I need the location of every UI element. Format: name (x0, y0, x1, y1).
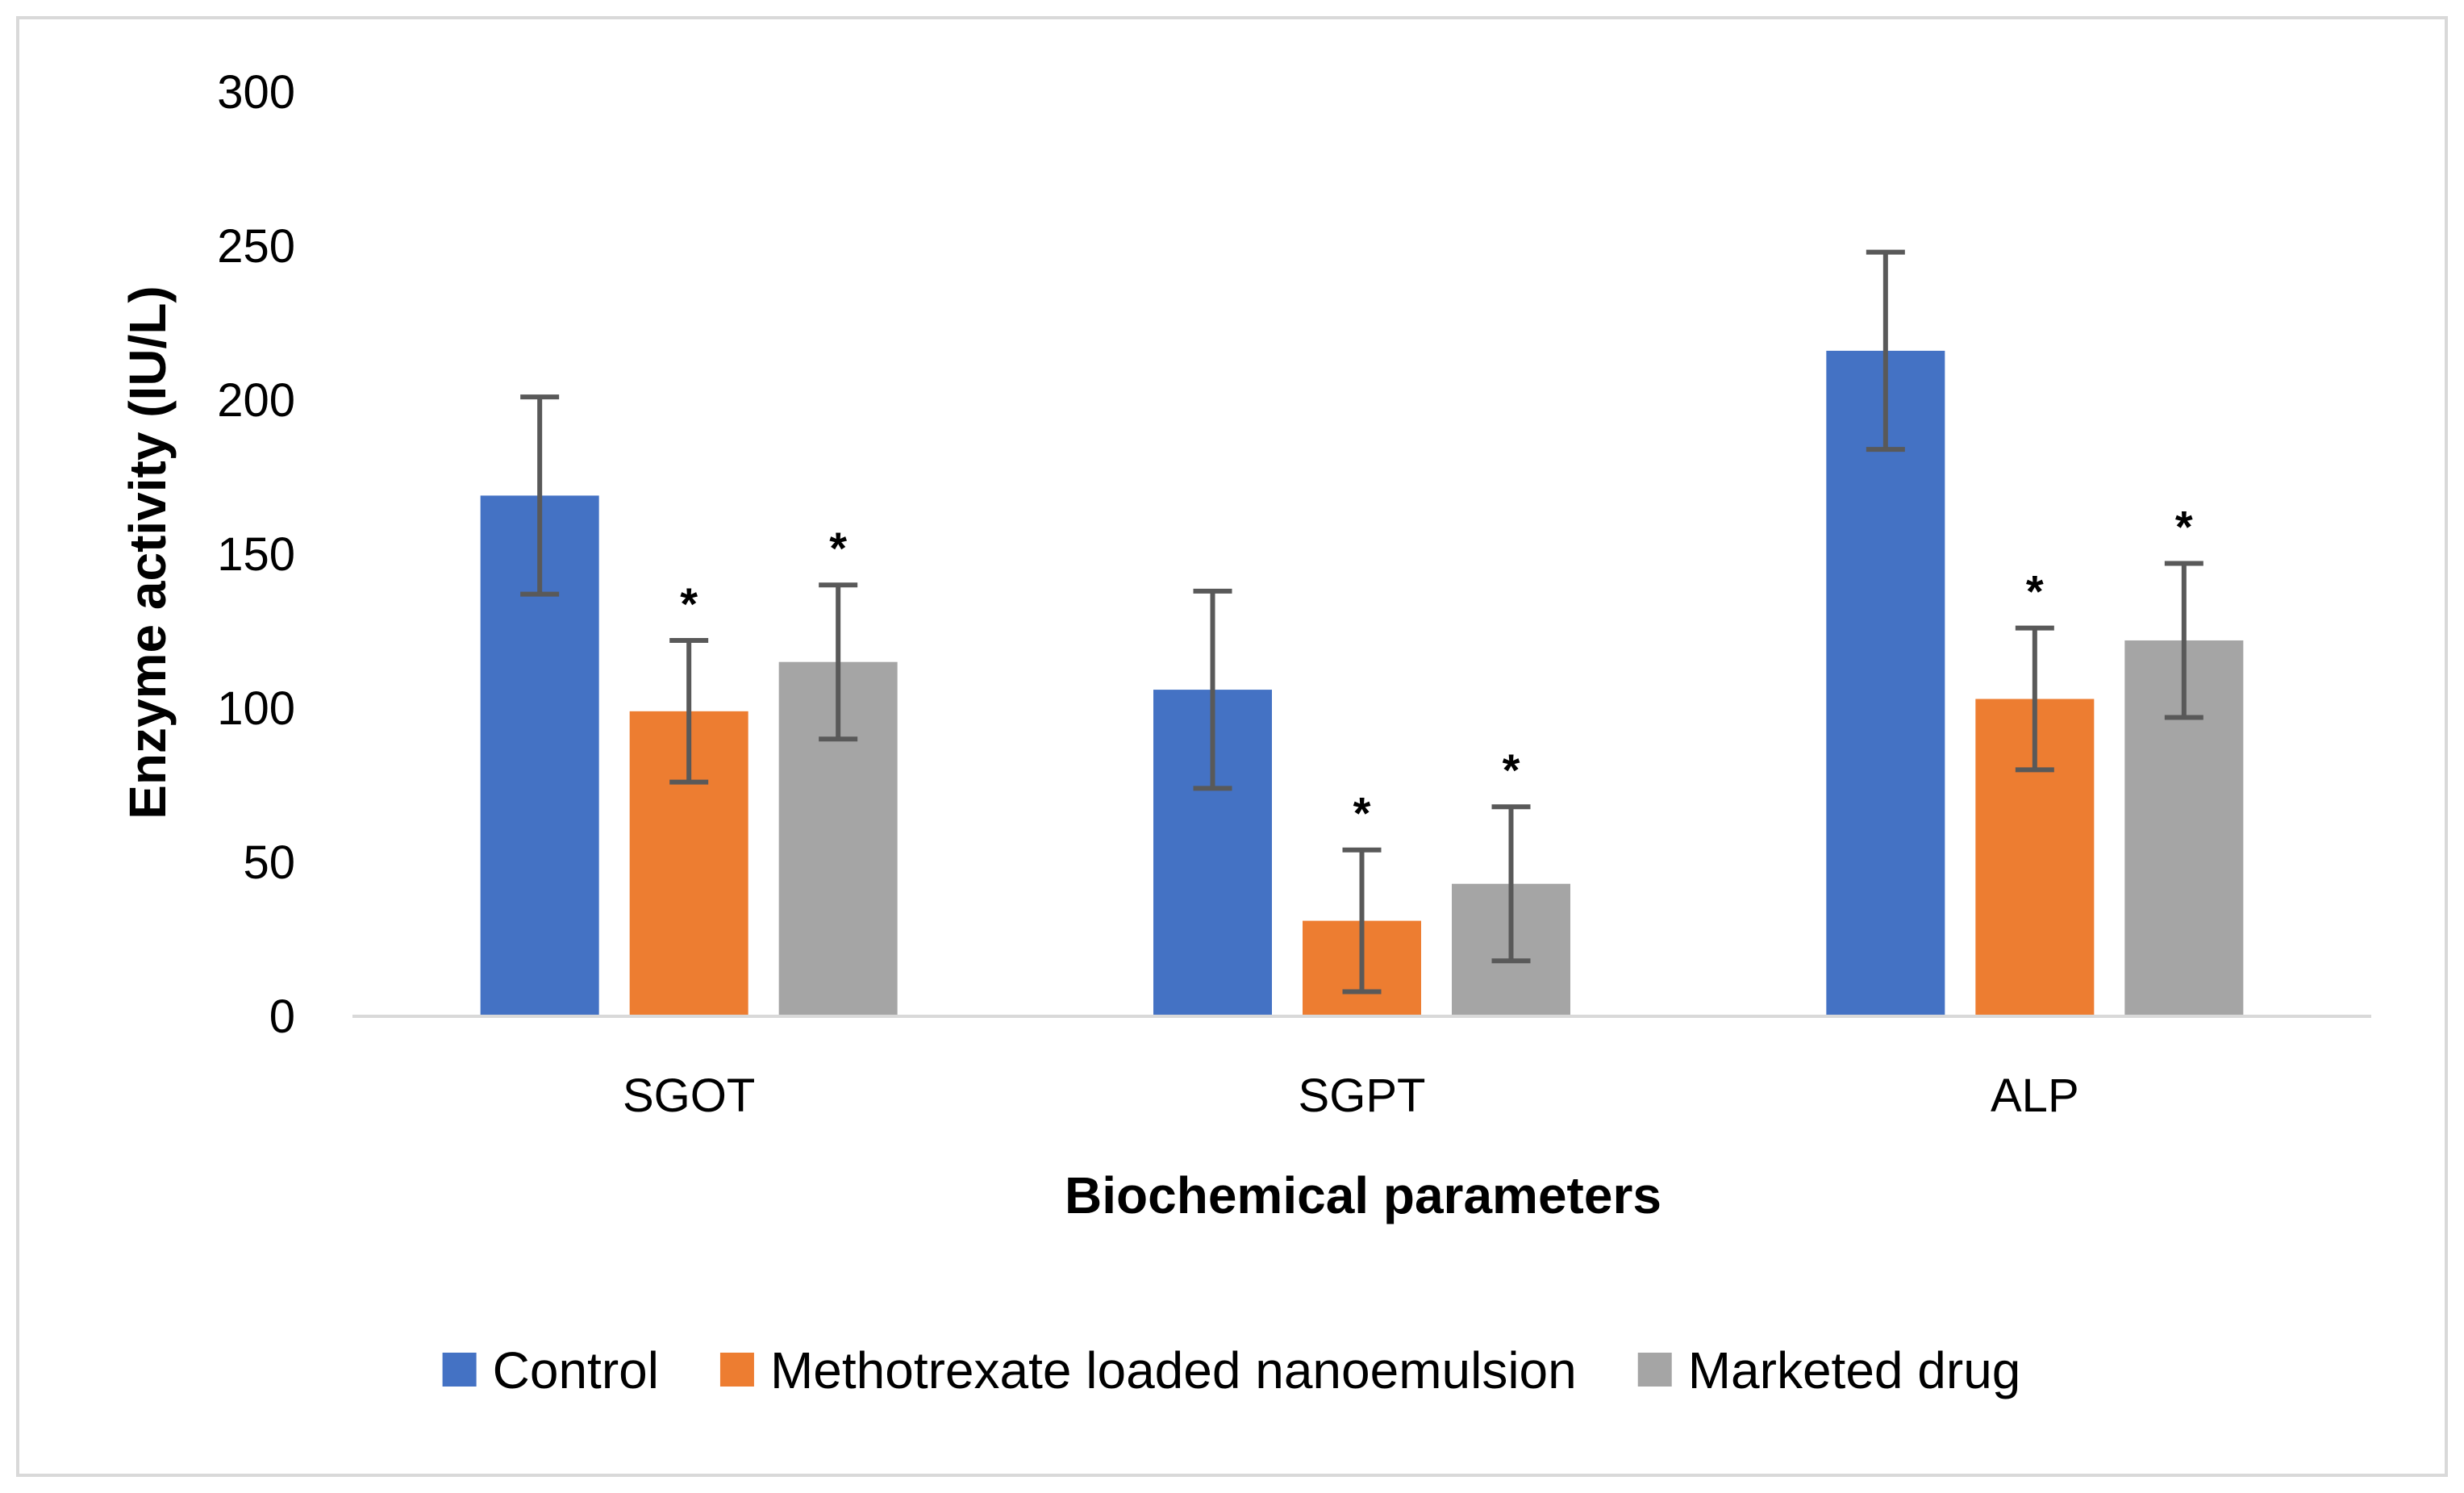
significance-asterisk: * (1353, 788, 1371, 839)
significance-asterisk: * (829, 523, 847, 573)
legend: Control Methotrexate loaded nanoemulsion M… (442, 1341, 2021, 1399)
y-tick-label: 50 (243, 836, 295, 889)
legend-label: Marketed drug (1688, 1341, 2021, 1399)
y-axis-ticks: 0 50 100 150 200 250 300 (217, 66, 295, 1043)
x-axis-category-labels: SGOT SGPT ALP (623, 1070, 2079, 1122)
y-tick-label: 200 (217, 374, 295, 427)
significance-asterisk: * (680, 578, 698, 629)
y-axis-title: Enzyme activity (IU/L) (119, 286, 177, 819)
legend-swatch (719, 1353, 754, 1387)
x-tick-label-alp: ALP (1991, 1070, 2079, 1122)
y-tick-label: 300 (217, 66, 295, 119)
y-tick-label: 150 (217, 528, 295, 581)
significance-asterisk: * (2175, 501, 2193, 552)
x-tick-label-sgpt: SGPT (1299, 1070, 1426, 1122)
legend-label: Control (493, 1341, 659, 1399)
legend-item-3: Marketed drug (1637, 1341, 2021, 1399)
legend-item-1: Control (442, 1341, 659, 1399)
x-axis-title: Biochemical parameters (1065, 1166, 1661, 1224)
x-tick-label-sgot: SGOT (623, 1070, 755, 1122)
legend-label: Methotrexate loaded nanoemulsion (770, 1341, 1577, 1399)
y-tick-label: 100 (217, 682, 295, 735)
y-tick-label: 0 (269, 990, 295, 1043)
legend-item-2: Methotrexate loaded nanoemulsion (719, 1341, 1577, 1399)
legend-swatch (442, 1353, 477, 1387)
error-bars (520, 249, 2203, 995)
significance-asterisk: * (2026, 566, 2044, 617)
significance-markers: * * * * * * (680, 501, 2193, 838)
bar-alp-series-1 (1826, 350, 1945, 1016)
significance-asterisk: * (1503, 744, 1520, 795)
y-tick-label: 250 (217, 220, 295, 273)
legend-swatch (1637, 1353, 1672, 1387)
